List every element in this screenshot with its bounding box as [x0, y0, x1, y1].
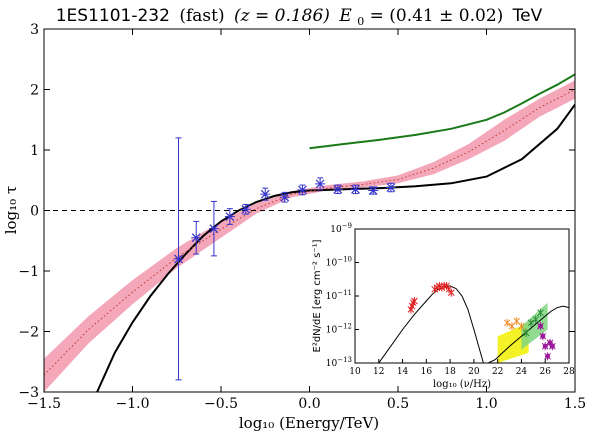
- inset-point: [527, 318, 535, 327]
- x-tick-label: 1.0: [475, 396, 497, 412]
- inset-x-tick-label: 24: [516, 367, 528, 377]
- inset-model-curve: [378, 285, 569, 363]
- inset-x-tick-label: 18: [444, 367, 456, 377]
- y-tick-label: 1: [30, 143, 39, 159]
- title-e0-label: E: [338, 6, 352, 26]
- x-tick-label: 1.5: [564, 396, 586, 412]
- title-e0-value: = (0.41 ± 0.02): [370, 6, 504, 26]
- y-axis-label: log₁₀ τ: [2, 186, 20, 235]
- data-point: [385, 182, 396, 193]
- inset-point: [539, 332, 547, 341]
- inset-y-tick-label: 10−11: [326, 289, 352, 302]
- inset-point: [537, 322, 544, 331]
- inset-y-axis-label: E²dN/dE [erg cm⁻² s⁻¹]: [312, 239, 323, 352]
- inset-point: [541, 342, 549, 351]
- y-tick-label: 0: [30, 204, 39, 220]
- series-line-1: [309, 73, 575, 150]
- data-point: [279, 191, 290, 203]
- y-tick-label: −3: [18, 385, 39, 401]
- data-point: [315, 177, 326, 191]
- inset-point: [522, 328, 530, 337]
- inset-point: [549, 342, 556, 351]
- title-redshift: (z = 0.186): [234, 6, 330, 26]
- x-tick-label: −1.0: [116, 396, 150, 412]
- inset-x-tick-label: 12: [373, 367, 384, 377]
- y-tick-label: −1: [18, 264, 39, 280]
- x-tick-label: 0.0: [298, 396, 320, 412]
- data-point: [297, 184, 308, 196]
- title-source: 1ES1101-232: [56, 6, 170, 26]
- inset-band-1: [521, 302, 548, 350]
- inset-x-tick-label: 26: [539, 367, 551, 377]
- y-tick-label: 3: [30, 22, 39, 38]
- inset-x-tick-label: 16: [421, 367, 433, 377]
- chart-title: 1ES1101-232 (fast) (z = 0.186) E 0 = (0.…: [56, 6, 543, 30]
- data-point: [173, 137, 184, 381]
- x-axis-label: log₁₀ (Energy/TeV): [239, 414, 379, 432]
- inset-y-tick-label: 10−13: [326, 356, 352, 369]
- inset-y-tick-label: 10−12: [326, 323, 352, 336]
- data-point: [332, 184, 343, 195]
- inset-point: [411, 297, 418, 306]
- inset-point: [518, 322, 525, 331]
- inset-point: [503, 318, 511, 327]
- data-point: [350, 184, 361, 195]
- title-e0-sub: 0: [357, 15, 364, 28]
- title-mode: (fast): [179, 6, 224, 26]
- x-tick-label: 0.5: [387, 396, 409, 412]
- y-tick-label: 2: [30, 83, 39, 99]
- data-point: [208, 200, 219, 257]
- inset-point: [537, 308, 544, 317]
- inset-x-axis-label: log₁₀ (ν/Hz): [433, 379, 491, 390]
- series-line-2: [44, 89, 575, 376]
- data-point: [224, 208, 235, 225]
- x-tick-label: −1.5: [27, 396, 61, 412]
- inset-x-tick-label: 10: [349, 367, 361, 377]
- data-point: [191, 220, 202, 255]
- inset-point: [544, 352, 551, 361]
- pink-band: [44, 80, 575, 392]
- data-point: [240, 203, 251, 215]
- inset-y-tick-label: 10−10: [326, 256, 352, 269]
- inset-x-tick-label: 28: [563, 367, 575, 377]
- x-tick-label: −0.5: [204, 396, 238, 412]
- title-unit: TeV: [512, 6, 543, 26]
- inset-point: [447, 288, 455, 297]
- inset-x-tick-label: 22: [492, 367, 503, 377]
- data-point: [260, 187, 271, 201]
- inset-x-tick-label: 20: [468, 367, 480, 377]
- series-line-0: [96, 104, 575, 392]
- inset-x-tick-label: 14: [397, 367, 409, 377]
- y-tick-label: −2: [18, 325, 39, 341]
- data-point: [368, 186, 379, 195]
- inset-point: [532, 315, 540, 324]
- inset-y-tick-label: 10−9: [330, 222, 352, 235]
